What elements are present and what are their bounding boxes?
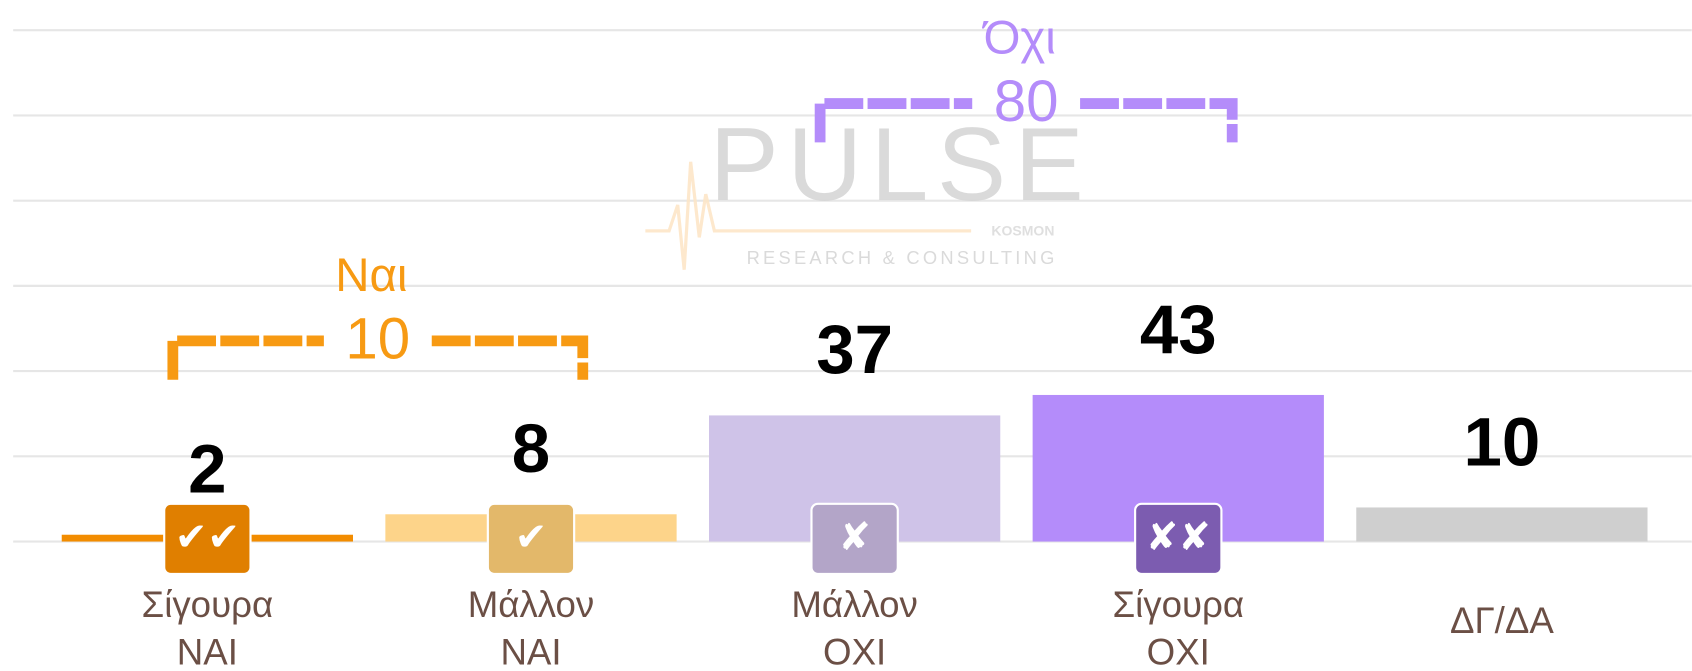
watermark-title: PULSE xyxy=(710,106,1093,222)
badge-icon: ✔✔ xyxy=(175,515,240,560)
bracket xyxy=(814,98,1238,143)
badge xyxy=(1134,502,1223,575)
annotation-value: 10 xyxy=(345,306,410,371)
value-label: 37 xyxy=(816,310,893,388)
watermark-pulse xyxy=(645,161,972,270)
x-tick-label: ΝΑΙ xyxy=(177,632,238,671)
badge xyxy=(810,502,899,575)
badge-icon: ✘✘ xyxy=(1146,515,1211,560)
value-label: 10 xyxy=(1463,402,1540,480)
x-tick-label: Σίγουρα xyxy=(1112,584,1244,625)
x-tick-label: ΝΑΙ xyxy=(500,632,561,671)
watermark-brand: KOSMON xyxy=(991,223,1054,239)
x-tick-label: Μάλλον xyxy=(791,584,918,625)
x-tick-label: ΟΧΙ xyxy=(823,632,886,671)
grid xyxy=(13,29,1692,543)
badge-icon: ✘ xyxy=(838,515,871,560)
watermark: PULSE KOSMON RESEARCH & CONSULTING xyxy=(645,106,1093,270)
watermark-subtitle: RESEARCH & CONSULTING xyxy=(747,247,1058,268)
x-tick-label: ΟΧΙ xyxy=(1147,632,1210,671)
value-label: 2 xyxy=(188,430,226,508)
annotation-label: Όχι xyxy=(982,12,1056,65)
bar xyxy=(1356,507,1648,542)
badge-icon: ✔ xyxy=(515,515,548,560)
annotation-value: 80 xyxy=(994,69,1059,134)
annotation-label: Ναι xyxy=(335,249,407,302)
x-tick-label: Μάλλον xyxy=(468,584,595,625)
x-tick-label: Σίγουρα xyxy=(142,584,274,625)
badge xyxy=(163,502,252,575)
value-label: 43 xyxy=(1140,290,1217,368)
bracket xyxy=(167,335,589,380)
badge xyxy=(486,502,576,575)
value-label: 8 xyxy=(512,409,550,487)
x-tick-label: ΔΓ/ΔΑ xyxy=(1450,600,1554,641)
